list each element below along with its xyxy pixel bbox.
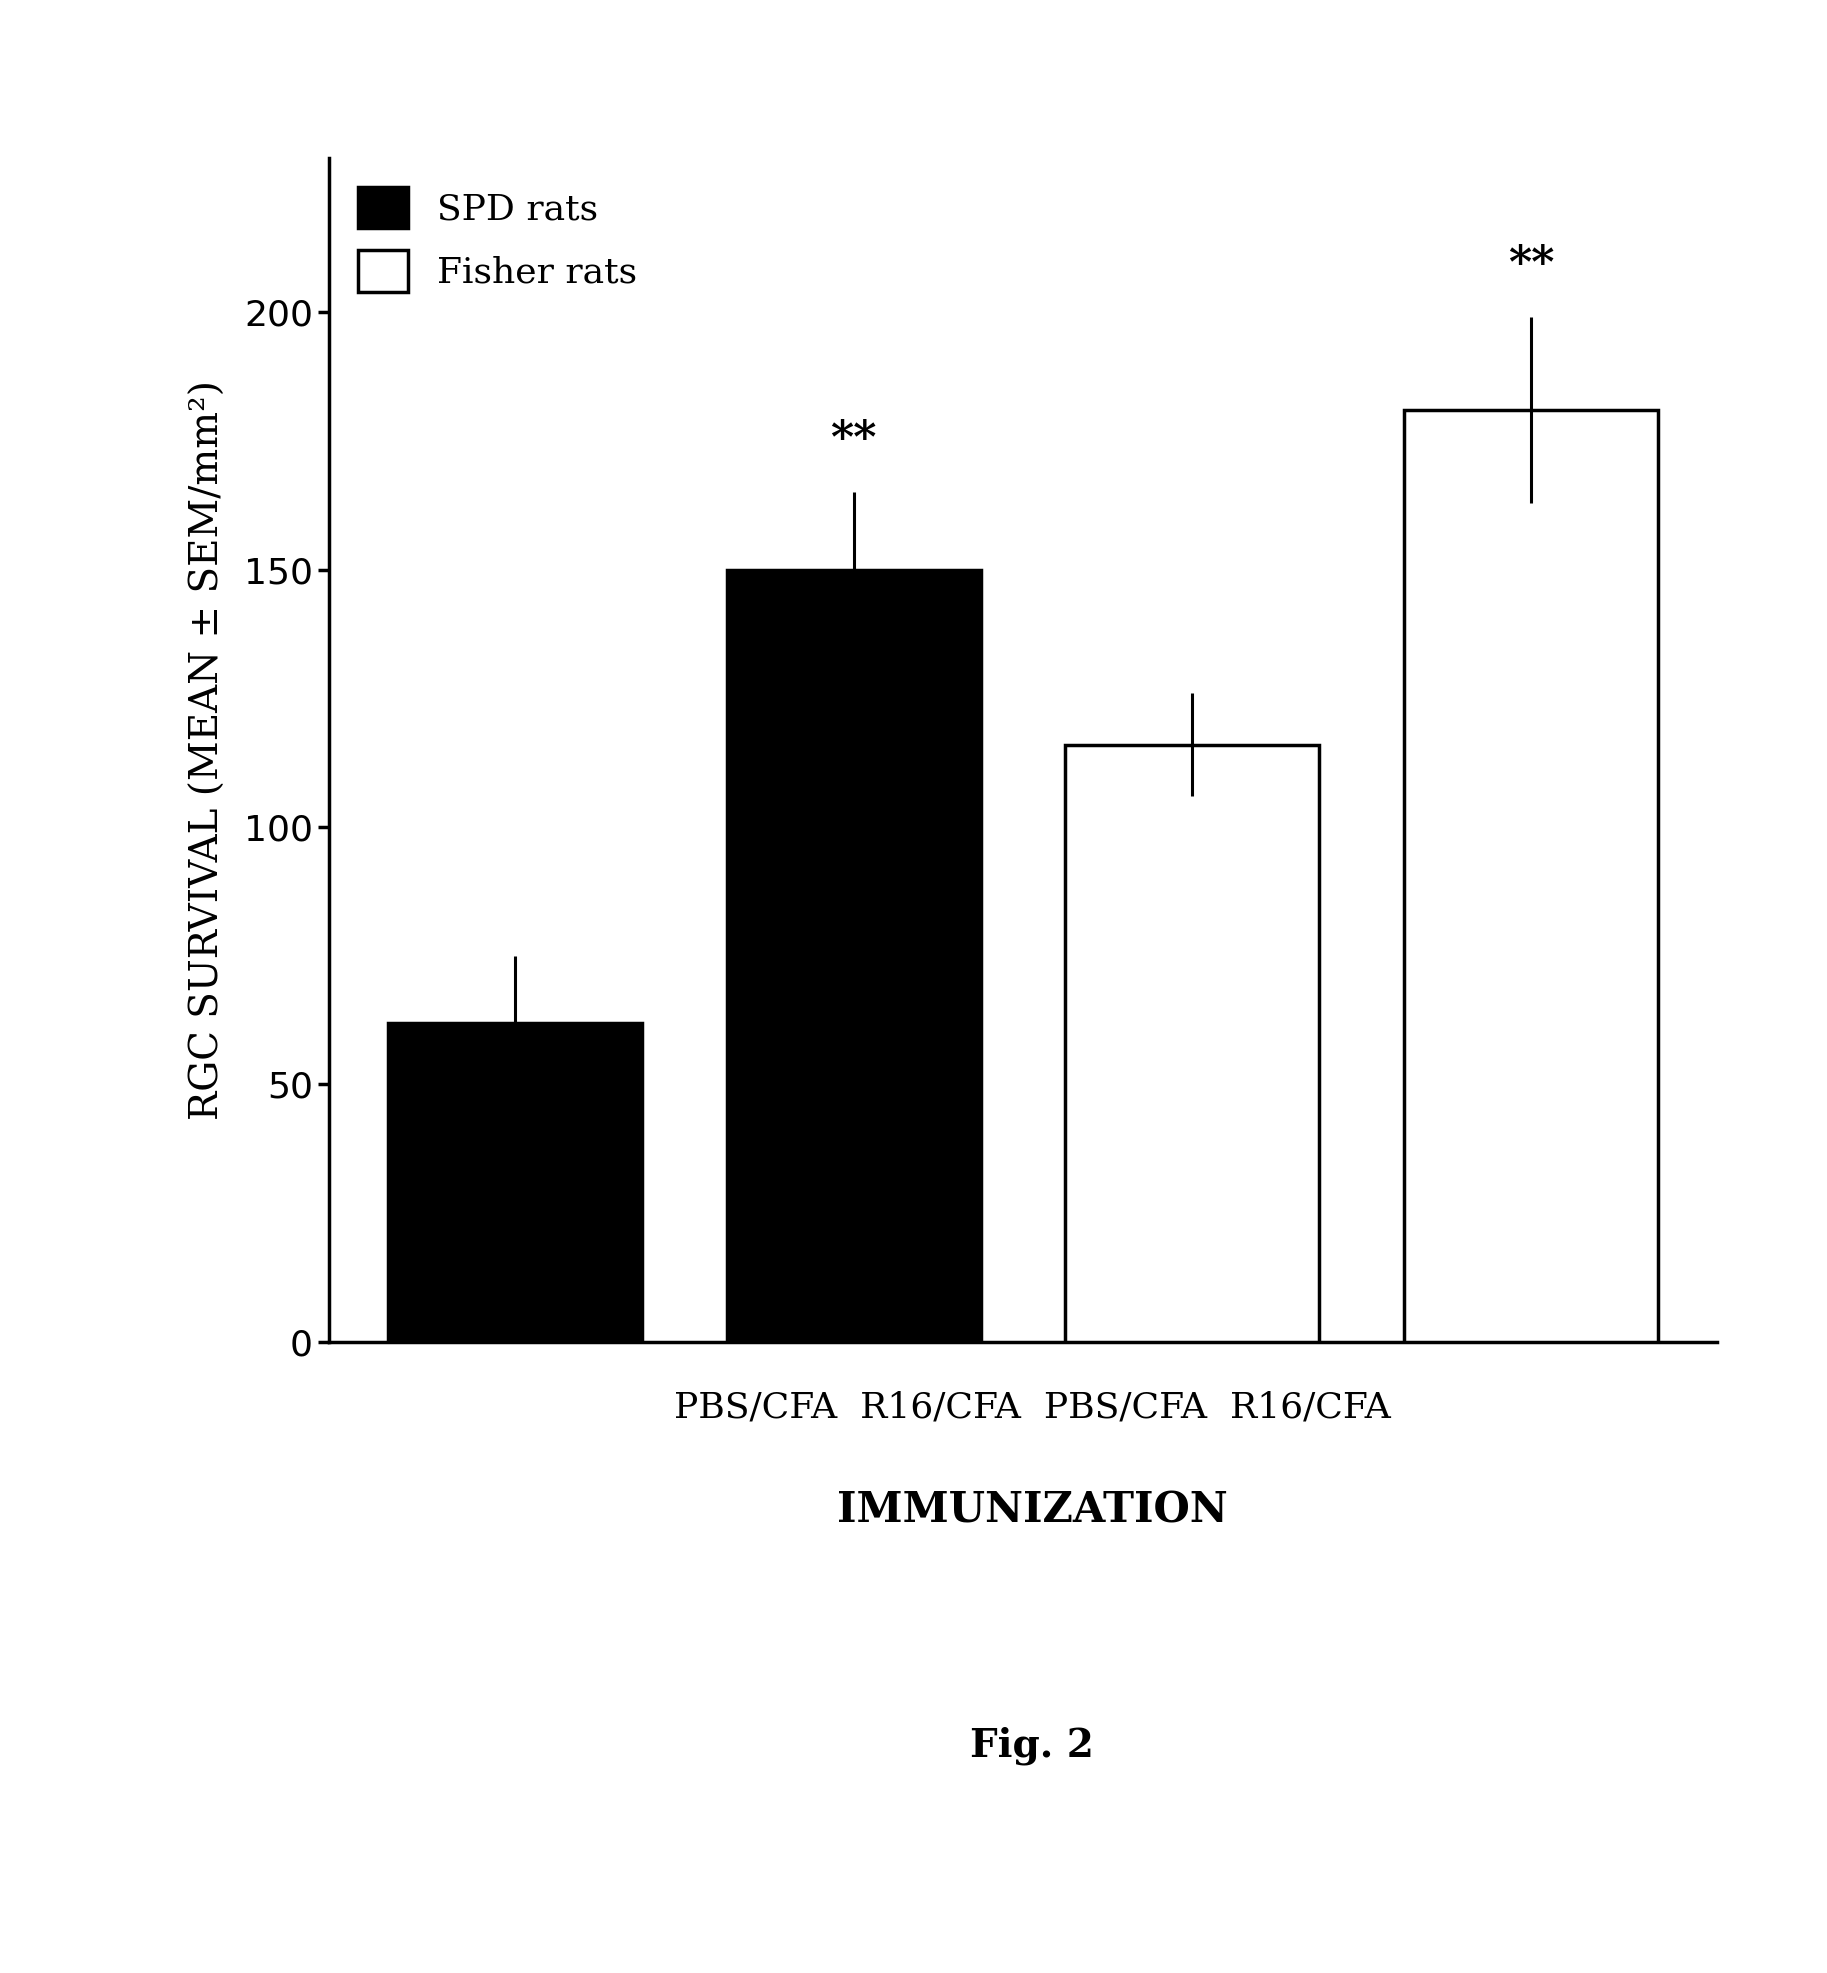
Bar: [727, 570, 981, 1342]
Text: **: **: [831, 418, 877, 462]
Bar: [1405, 410, 1659, 1342]
Y-axis label: RGC SURVIVAL (MEAN ± SEM/mm²): RGC SURVIVAL (MEAN ± SEM/mm²): [190, 379, 227, 1121]
Text: Fig. 2: Fig. 2: [970, 1726, 1094, 1766]
Text: **: **: [1507, 243, 1555, 286]
Text: IMMUNIZATION: IMMUNIZATION: [837, 1490, 1228, 1531]
Bar: [1065, 744, 1319, 1342]
Legend: SPD rats, Fisher rats: SPD rats, Fisher rats: [347, 176, 649, 302]
Bar: [387, 1022, 641, 1342]
Text: PBS/CFA  R16/CFA  PBS/CFA  R16/CFA: PBS/CFA R16/CFA PBS/CFA R16/CFA: [674, 1391, 1390, 1425]
